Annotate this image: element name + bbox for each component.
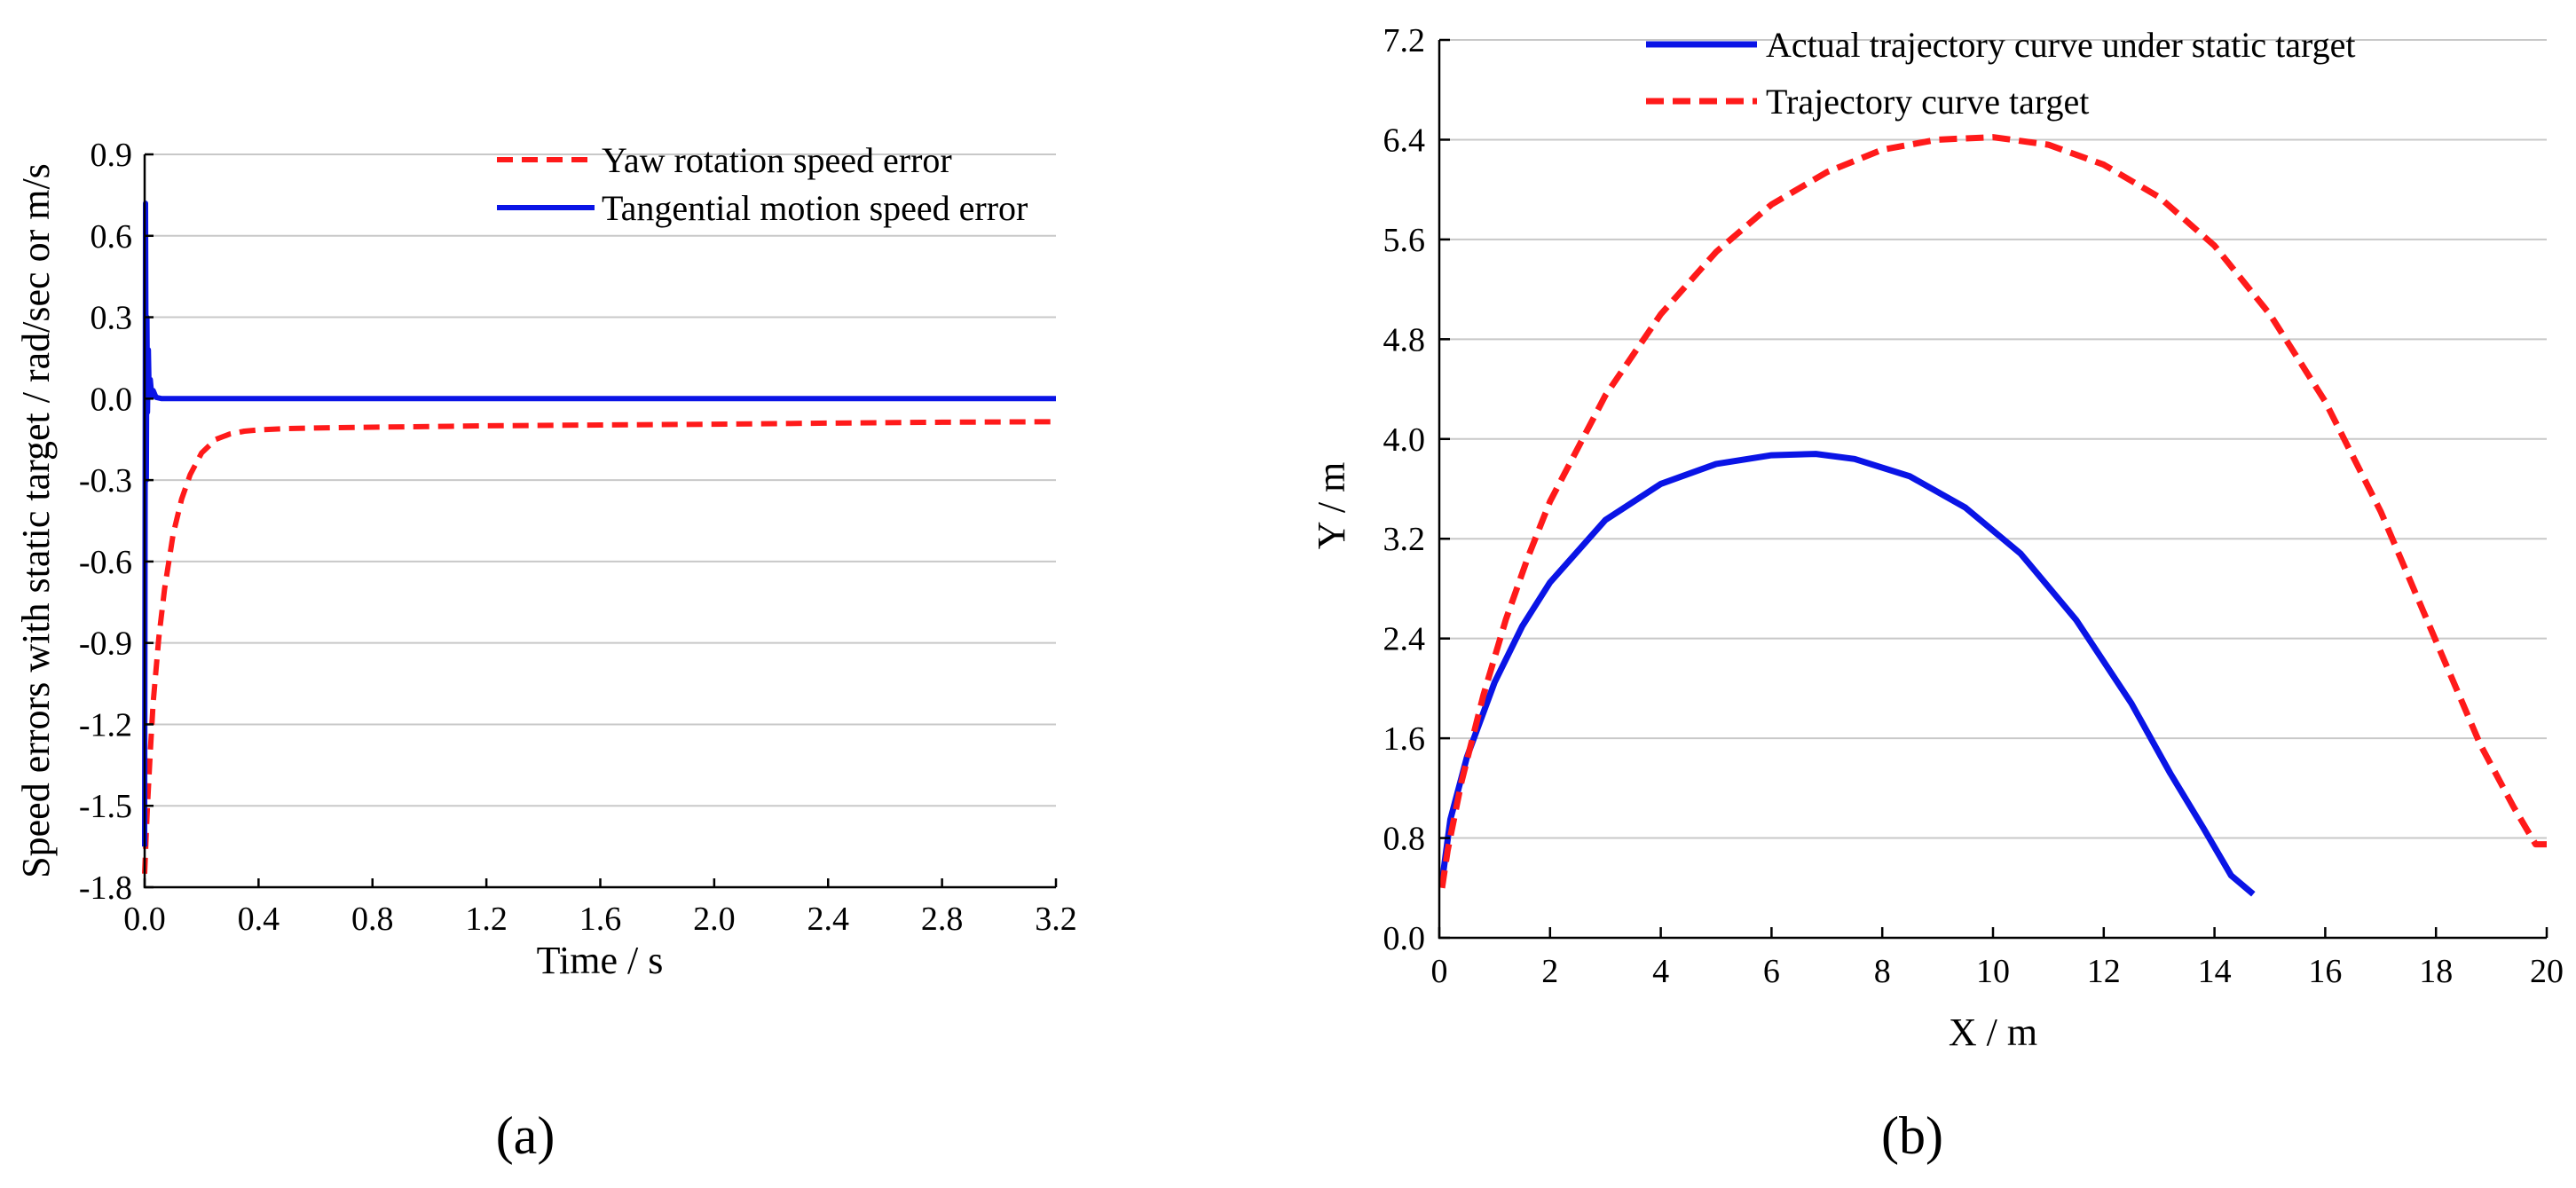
axes-frame-a bbox=[143, 154, 1056, 889]
series-line-trajectory-curve-target bbox=[1438, 134, 2547, 889]
chart-panel-b: 7.2 6.4 5.6 4.8 4.0 3.2 2.4 1.6 0.8 0.00 2 4 6 8 10 12 1… bbox=[1310, 22, 2564, 1165]
x-tick-label: 16 bbox=[2308, 953, 2342, 990]
x-tick-label: 1.2 bbox=[465, 901, 508, 938]
y-tick-label: 0.3 bbox=[91, 300, 133, 337]
series-line-actual-trajectory-curve-under-static-target bbox=[1438, 451, 2256, 897]
x-tick-label: 0.4 bbox=[238, 901, 280, 938]
y-tick-label: 2.4 bbox=[1383, 621, 1426, 658]
y-tick-label: 3.2 bbox=[1383, 521, 1426, 558]
panel-label-b: (b) bbox=[1881, 1106, 1943, 1165]
y-tick-label: 4.8 bbox=[1383, 321, 1426, 358]
y-tick-label: 0.0 bbox=[1383, 920, 1426, 957]
y-axis-label-b: Y / m bbox=[1310, 462, 1353, 550]
legend-label-actual: Actual trajectory curve under static tar… bbox=[1766, 25, 2356, 65]
x-tick-label: 8 bbox=[1874, 953, 1891, 990]
x-tick-label: 0 bbox=[1431, 953, 1448, 990]
ticks-a: 0.90.60.30.0-0.3-0.6-0.9-1.2-1.5-1.80.0 0… bbox=[79, 137, 1077, 938]
x-tick-label: 10 bbox=[1976, 953, 2010, 990]
legend-label-target: Trajectory curve target bbox=[1766, 82, 2089, 122]
x-tick-label: 0.0 bbox=[123, 901, 166, 938]
series-b bbox=[1438, 134, 2547, 897]
x-tick-label: 6 bbox=[1763, 953, 1780, 990]
x-tick-label: 14 bbox=[2198, 953, 2232, 990]
y-tick-label: 4.0 bbox=[1383, 421, 1426, 459]
x-tick-label: 2 bbox=[1541, 953, 1558, 990]
y-tick-label: -0.6 bbox=[79, 544, 132, 581]
y-tick-label: 0.0 bbox=[91, 381, 133, 418]
y-tick-label: -1.2 bbox=[79, 706, 132, 743]
y-tick-label: 5.6 bbox=[1383, 222, 1426, 259]
x-axis-label-a: Time / s bbox=[537, 939, 664, 982]
x-tick-label: 12 bbox=[2087, 953, 2121, 990]
x-tick-label: 18 bbox=[2419, 953, 2453, 990]
y-tick-label: 0.8 bbox=[1383, 821, 1426, 858]
y-tick-label: 7.2 bbox=[1383, 22, 1426, 59]
grid-b bbox=[1439, 39, 2547, 839]
grid-a bbox=[145, 153, 1056, 807]
x-tick-label: 2.4 bbox=[807, 901, 850, 938]
ticks-b: 7.2 6.4 5.6 4.8 4.0 3.2 2.4 1.6 0.8 0.00 2 4 6 8 10 12 1… bbox=[1383, 22, 2564, 990]
y-axis-label-a: Speed errors with static target / rad/se… bbox=[14, 163, 58, 878]
series-a bbox=[142, 201, 1057, 874]
legend-a: Yaw rotation speed error Tangential moti… bbox=[497, 140, 1028, 228]
y-tick-label: 6.4 bbox=[1383, 122, 1426, 159]
x-tick-label: 4 bbox=[1652, 953, 1669, 990]
panel-label-a: (a) bbox=[496, 1106, 555, 1165]
y-tick-label: 0.6 bbox=[91, 218, 133, 256]
y-tick-label: -0.3 bbox=[79, 462, 132, 500]
legend-b: Actual trajectory curve under static tar… bbox=[1646, 25, 2356, 122]
x-tick-label: 1.6 bbox=[579, 901, 622, 938]
y-tick-label: -0.9 bbox=[79, 625, 132, 663]
y-tick-label: -1.5 bbox=[79, 788, 132, 825]
x-tick-label: 0.8 bbox=[351, 901, 394, 938]
x-tick-label: 3.2 bbox=[1035, 901, 1077, 938]
chart-panel-a: 0.90.60.30.0-0.3-0.6-0.9-1.2-1.5-1.80.0 0… bbox=[14, 137, 1077, 1165]
y-tick-label: -1.8 bbox=[79, 869, 132, 907]
x-tick-label: 2.0 bbox=[693, 901, 736, 938]
legend-label-tangential: Tangential motion speed error bbox=[602, 188, 1028, 228]
series-line-yaw-rotation-speed-error bbox=[142, 419, 1057, 874]
x-tick-label: 20 bbox=[2530, 953, 2564, 990]
legend-label-yaw: Yaw rotation speed error bbox=[602, 140, 952, 180]
axes-frame-b bbox=[1438, 40, 2547, 940]
x-axis-label-b: X / m bbox=[1949, 1011, 2037, 1054]
y-tick-label: 0.9 bbox=[91, 137, 133, 174]
series-line-tangential-motion-speed-error bbox=[142, 201, 1056, 847]
y-tick-label: 1.6 bbox=[1383, 720, 1426, 758]
x-tick-label: 2.8 bbox=[921, 901, 964, 938]
